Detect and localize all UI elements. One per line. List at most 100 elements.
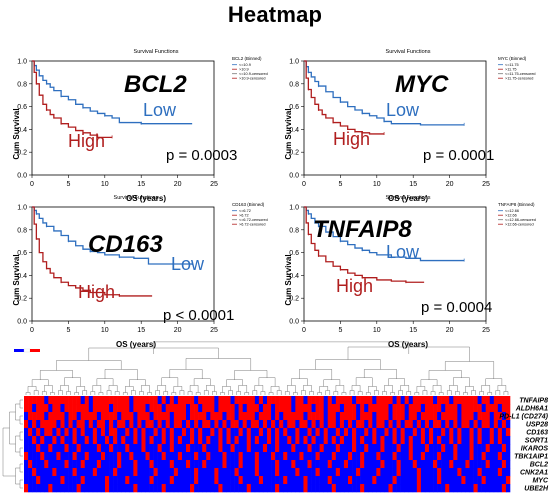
heatmap-cell (222, 484, 227, 493)
heatmap-cell (429, 460, 434, 469)
heatmap-cell (384, 460, 389, 469)
heatmap-cell (505, 396, 511, 405)
heatmap-cell (169, 404, 175, 413)
heatmap-cell (113, 468, 118, 477)
heatmap-cell (117, 444, 122, 453)
heatmap-cell (117, 468, 122, 477)
heatmap-cell (412, 436, 418, 445)
heatmap-cell (348, 436, 353, 445)
heatmap-cell (44, 436, 49, 445)
legend-entry: <=12.66-censored (505, 218, 536, 222)
km-plot-area: 0.00.20.40.60.81.00 5 10 15 20 25 (17, 59, 218, 189)
heatmap-cell (303, 468, 308, 477)
dendrogram-branch (455, 391, 460, 395)
heatmap-cell (202, 460, 207, 469)
km-curve-high (32, 60, 113, 139)
heatmap-cell (473, 428, 478, 437)
heatmap-cell (198, 436, 203, 445)
dendrogram-branch (390, 392, 395, 395)
heatmap-cell (161, 436, 167, 445)
heatmap-cell (441, 452, 446, 461)
dendrogram-branch (479, 391, 484, 395)
heatmap-cell (181, 452, 187, 461)
heatmap-cell (218, 444, 223, 453)
heatmap-cell (48, 412, 53, 421)
heatmap-cell (477, 476, 482, 485)
heatmap-cell (234, 476, 239, 485)
heatmap-cell (416, 420, 422, 429)
color-key-mid (23, 348, 31, 353)
heatmap-cell (400, 404, 405, 413)
heatmap-cell (246, 452, 252, 461)
dendrogram-branch (58, 390, 63, 395)
heatmap-cell (279, 476, 284, 485)
heatmap-cell (262, 420, 268, 429)
heatmap-cell (161, 476, 167, 485)
heatmap-cell (291, 412, 296, 421)
heatmap-cell (222, 476, 227, 485)
dendrogram-branch (244, 392, 249, 395)
heatmap-cell (238, 396, 243, 405)
heatmap-cell (250, 420, 256, 429)
heatmap-cell (64, 484, 69, 493)
heatmap-cell (343, 412, 349, 421)
heatmap-cell (68, 444, 73, 453)
heatmap-cell (190, 484, 195, 493)
heatmap-cell (165, 484, 171, 493)
heatmap-cell (368, 476, 373, 485)
x-tick-label: 5 (338, 327, 342, 334)
heatmap-cell (412, 468, 418, 477)
heatmap-cell (445, 396, 450, 405)
heatmap-cell (396, 468, 401, 477)
heatmap-cell (489, 396, 495, 405)
heatmap-cell (218, 428, 223, 437)
heatmap-cell (137, 420, 142, 429)
heatmap-cell (84, 404, 90, 413)
heatmap-cell (24, 444, 29, 453)
heatmap-cell (372, 428, 377, 437)
heatmap-cell (105, 428, 110, 437)
heatmap-cell (380, 460, 385, 469)
heatmap-cell (271, 460, 276, 469)
heatmap-cell (230, 484, 235, 493)
heatmap-cell (473, 468, 478, 477)
heatmap-cell (429, 444, 434, 453)
y-tick-label: 0.2 (17, 296, 27, 303)
heatmap-cell (238, 476, 243, 485)
heatmap-cell (497, 404, 503, 413)
heatmap-cell (153, 444, 158, 453)
heatmap-cell (445, 428, 450, 437)
heatmap-cell (271, 420, 276, 429)
heatmap-color-key (14, 348, 40, 353)
legend-entry: <=12.66 (505, 209, 519, 213)
heatmap-cell (481, 484, 486, 493)
heatmap-cell (165, 396, 171, 405)
heatmap-cell (279, 460, 284, 469)
legend-entry: <=11.75-censored (505, 72, 536, 76)
heatmap-cell (493, 452, 499, 461)
heatmap-cell (287, 428, 292, 437)
heatmap-cell (238, 428, 243, 437)
heatmap-cell (28, 412, 33, 421)
heatmap-cell (392, 484, 397, 493)
heatmap-row-label: CNK2A1 (520, 469, 548, 476)
heatmap-cell (60, 428, 65, 437)
heatmap-cell (246, 412, 252, 421)
heatmap-cell (169, 484, 175, 493)
heatmap-cell (92, 444, 98, 453)
heatmap-cell (56, 428, 61, 437)
heatmap-cell (441, 404, 446, 413)
heatmap-cell (32, 420, 37, 429)
heatmap-cell (76, 452, 81, 461)
heatmap-cell (327, 420, 333, 429)
heatmap-cell (327, 484, 333, 493)
heatmap-cell (364, 452, 369, 461)
heatmap-cell (153, 452, 158, 461)
heatmap-cell (186, 444, 191, 453)
y-tick-label: 0.8 (289, 81, 299, 88)
heatmap-cell (258, 468, 264, 477)
heatmap-cell (125, 428, 130, 437)
heatmap-cell (453, 476, 458, 485)
heatmap-cell (376, 404, 381, 413)
dendrogram-branch (258, 377, 276, 387)
